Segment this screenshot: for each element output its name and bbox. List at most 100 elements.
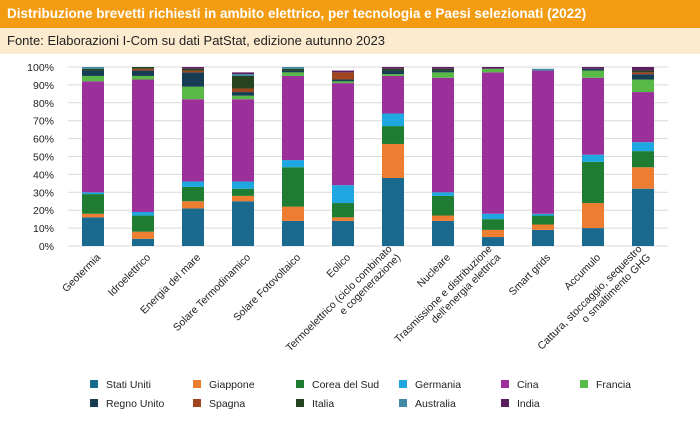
legend-label: Regno Unito	[106, 398, 165, 410]
bar-segment	[382, 177, 404, 246]
bar-segment	[432, 72, 454, 78]
bar-segment	[282, 68, 304, 71]
source-note: Fonte: Elaborazioni I-Com su dati PatSta…	[0, 28, 700, 54]
bar-stack	[182, 67, 204, 246]
legend-item: Giappone	[193, 379, 255, 391]
gridlines	[68, 66, 668, 247]
bar-segment	[432, 77, 454, 193]
bar-segment	[532, 68, 554, 71]
bar-segment	[432, 68, 454, 71]
bar-segment	[632, 188, 654, 246]
bar-segment	[282, 220, 304, 246]
bar-segment	[582, 67, 604, 69]
bar-segment	[182, 70, 204, 73]
y-tick-label: 60%	[33, 134, 54, 146]
legend-label: Italia	[312, 398, 334, 410]
bar-segment	[382, 113, 404, 127]
bar-segment	[332, 79, 354, 82]
bar-segment	[482, 68, 504, 73]
bar-segment	[632, 72, 654, 75]
x-tick-label: Eolico	[324, 252, 353, 281]
bar-stack	[582, 67, 604, 246]
legend-label: Corea del Sud	[312, 379, 379, 391]
bar-segment	[532, 70, 554, 214]
bar-segment	[232, 181, 254, 189]
bar-segment	[132, 211, 154, 216]
bar-stack	[432, 67, 454, 246]
bar-stack	[532, 68, 554, 246]
bar-segment	[182, 186, 204, 202]
y-tick-label: 50%	[33, 152, 54, 164]
bar-segment	[632, 70, 654, 73]
legend-label: Australia	[415, 398, 456, 410]
bar-segment	[482, 229, 504, 238]
bar-segment	[182, 67, 204, 69]
y-axis-tick-labels: 0% 10% 20% 30% 40% 50% 60% 70% 80% 90% 100%	[27, 62, 54, 253]
bar-segment	[232, 195, 254, 202]
legend-swatch	[90, 399, 98, 407]
bar-segment	[132, 79, 154, 212]
bar-stack	[482, 67, 504, 246]
bar-stack	[282, 67, 304, 246]
legend-label: India	[517, 398, 540, 410]
bar-segment	[232, 201, 254, 246]
legend-item: Stati Uniti	[90, 379, 151, 391]
bar-segment	[332, 81, 354, 84]
y-tick-label: 20%	[33, 205, 54, 217]
bar-segment	[382, 143, 404, 178]
bar-segment	[432, 192, 454, 196]
bar-segment	[282, 75, 304, 161]
bar-segment	[632, 79, 654, 93]
bar-segment	[82, 67, 104, 69]
bar-segment	[232, 72, 254, 75]
stacked-bar-chart: 0% 10% 20% 30% 40% 50% 60% 70% 80% 90% 100% Geoter…	[27, 62, 668, 410]
bar-segment	[132, 67, 154, 69]
y-tick-label: 90%	[33, 80, 54, 92]
bar-segment	[382, 126, 404, 144]
bar-segment	[432, 220, 454, 246]
bar-segment	[582, 70, 604, 78]
bar-segment	[82, 68, 104, 71]
bar-segment	[332, 70, 354, 73]
bar-segment	[432, 215, 454, 221]
legend-swatch	[296, 380, 304, 388]
y-tick-label: 10%	[33, 223, 54, 235]
legend-label: Cina	[517, 379, 539, 391]
legend-swatch	[399, 380, 407, 388]
bar-segment	[632, 74, 654, 80]
bar-segment	[332, 203, 354, 218]
bar-segment	[432, 70, 454, 73]
bar-segment	[332, 220, 354, 246]
bar-segment	[132, 215, 154, 232]
bar-segment	[282, 167, 304, 207]
bar-segment	[482, 72, 504, 214]
bar-segment	[82, 70, 104, 76]
bar-segment	[332, 217, 354, 221]
bar-segment	[282, 206, 304, 221]
bar-segment	[632, 167, 654, 189]
bar-segment	[382, 75, 404, 114]
bar-segment	[582, 228, 604, 246]
chart-title: Distribuzione brevetti richiesti in ambi…	[0, 0, 700, 28]
legend-item: Italia	[296, 398, 334, 410]
bar-segment	[582, 161, 604, 204]
bar-segment	[182, 99, 204, 182]
bar-segment	[232, 188, 254, 196]
legend-item: Germania	[399, 379, 461, 391]
legend-item: Spagna	[193, 398, 245, 410]
bar-segment	[582, 154, 604, 162]
bar-segment	[532, 215, 554, 225]
legend-label: Francia	[596, 379, 631, 391]
bar-segment	[532, 224, 554, 230]
legend-swatch	[193, 399, 201, 407]
legend-item: Francia	[580, 379, 631, 391]
legend-swatch	[501, 380, 509, 388]
legend-label: Germania	[415, 379, 461, 391]
bar-segment	[82, 75, 104, 82]
legend-swatch	[296, 399, 304, 407]
legend-label: Stati Uniti	[106, 379, 151, 391]
legend-item: Regno Unito	[90, 398, 165, 410]
bar-segment	[482, 67, 504, 69]
legend-item: Corea del Sud	[296, 379, 379, 391]
y-tick-label: 40%	[33, 169, 54, 181]
